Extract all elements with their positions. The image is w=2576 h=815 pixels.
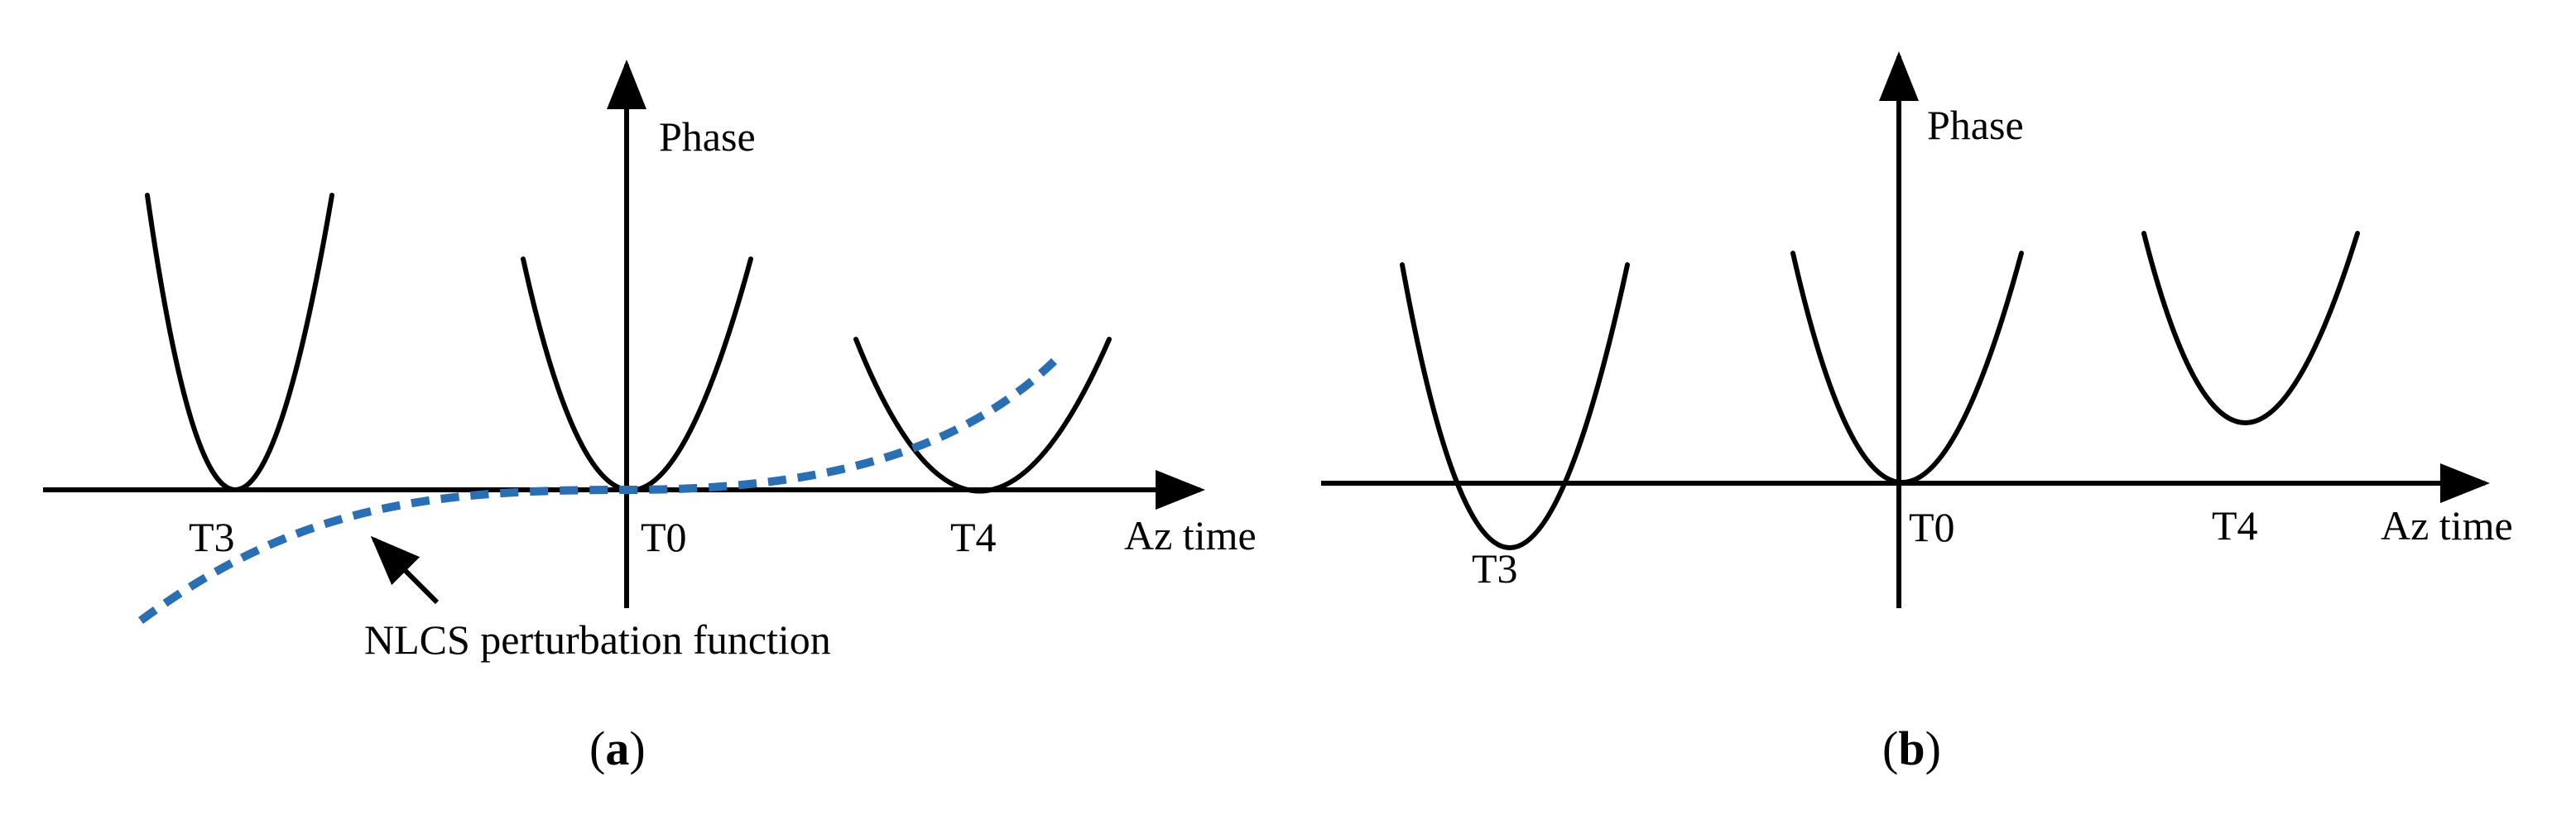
panel-b-tick-t3: T3: [1472, 545, 1518, 592]
panel-b-caption-letter: b: [1898, 722, 1925, 775]
panel-b-x-axis-label: Az time: [2381, 502, 2513, 549]
panel-a-tick-t3: T3: [189, 514, 235, 560]
panel-a-curve-t4: [853, 337, 1112, 494]
panel-b-tick-t0: T0: [1909, 504, 1955, 550]
panel-a-annotation-arrow: [370, 535, 440, 605]
panel-b-caption: (b): [1882, 722, 1941, 775]
panel-a-curve-t3: [145, 193, 334, 492]
panel-b-caption-close: ): [1925, 722, 1941, 775]
panel-a-caption-open: (: [589, 722, 605, 775]
panel-b-curve-t4: [2141, 231, 2360, 425]
panel-a-tick-t0: T0: [641, 514, 687, 560]
panel-a-caption-letter: a: [605, 722, 629, 775]
panel-a: Phase Az time T3 T0 T4 NLCS perturbation…: [43, 60, 1257, 775]
panel-b-curve-t3: [1400, 262, 1630, 550]
panel-a-curve-t0: [521, 256, 753, 493]
panel-b-y-axis-label: Phase: [1927, 102, 2024, 148]
panel-b-caption-open: (: [1882, 722, 1898, 775]
panel-a-caption-close: ): [629, 722, 645, 775]
panel-a-tick-t4: T4: [950, 514, 997, 560]
panel-a-caption: (a): [589, 722, 646, 775]
panel-a-x-axis-label: Az time: [1124, 512, 1257, 559]
panel-b-curve-t0: [1790, 251, 2024, 485]
panel-b-tick-t4: T4: [2212, 502, 2258, 549]
panel-a-perturbation-curve: [138, 354, 1061, 625]
panel-a-y-axis-label: Phase: [659, 113, 756, 160]
panel-b: Phase Az time T3 T0 T4 (b): [1321, 51, 2513, 775]
panel-a-annotation-label: NLCS perturbation function: [364, 616, 831, 663]
